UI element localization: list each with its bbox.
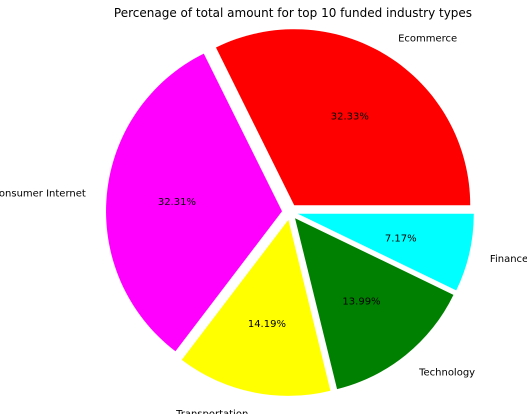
slice-label-transportation: Transportation [175,409,248,414]
slice-label-technology: Technology [418,367,475,378]
pct-label-ecommerce: 32.33% [331,111,369,122]
slice-label-finance: Finance [490,254,527,265]
pct-label-transportation: 14.19% [248,319,286,330]
slice-label-consumer-internet: Consumer Internet [0,189,86,200]
pie-slice-transportation [181,219,331,396]
chart-title: Percenage of total amount for top 10 fun… [113,6,473,20]
slice-label-ecommerce: Ecommerce [398,34,457,45]
pct-label-technology: 13.99% [342,296,380,307]
pct-label-consumer-internet: 32.31% [158,197,196,208]
pie-slice-ecommerce [215,29,471,206]
pie-slice-technology [295,218,454,390]
pie-slice-finance [297,213,474,291]
pct-label-finance: 7.17% [385,233,417,244]
pie-slice-consumer-internet [106,53,283,352]
